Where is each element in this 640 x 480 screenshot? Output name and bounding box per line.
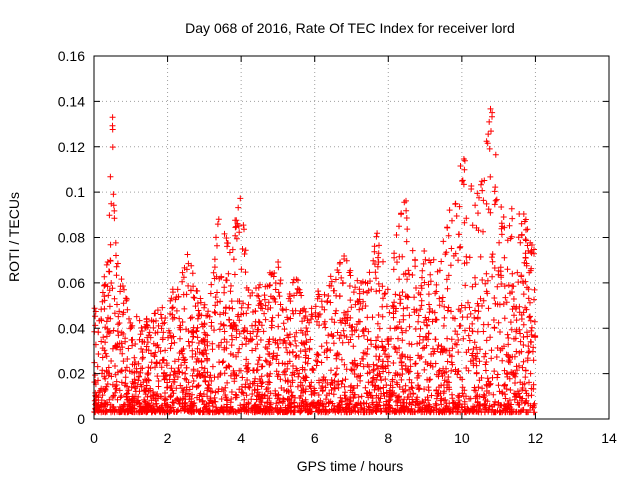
y-tick-label: 0.08	[58, 230, 85, 246]
x-tick-label: 12	[528, 430, 544, 446]
x-tick-label: 2	[164, 430, 172, 446]
plot-frame	[93, 55, 610, 420]
x-tick-label: 14	[601, 430, 617, 446]
x-tick-label: 4	[237, 430, 245, 446]
y-tick-label: 0.12	[58, 139, 85, 155]
y-tick-label: 0	[77, 411, 85, 427]
chart-title: Day 068 of 2016, Rate Of TEC Index for r…	[185, 20, 515, 36]
y-tick-label: 0.06	[58, 275, 85, 291]
y-axis-label: ROTI / TECUs	[6, 192, 22, 282]
y-tick-label: 0.14	[58, 93, 85, 109]
axis-ticks	[93, 55, 610, 420]
y-tick-label: 0.16	[58, 48, 85, 64]
y-tick-labels: 0 0.02 0.04 0.06 0.08 0.1 0.12 0.14 0.16	[58, 48, 85, 427]
y-tick-label: 0.02	[58, 366, 85, 382]
x-axis-label: GPS time / hours	[297, 458, 404, 474]
y-tick-label: 0.04	[58, 320, 85, 336]
grid	[94, 56, 609, 419]
x-tick-label: 0	[90, 430, 98, 446]
x-tick-labels: 0 2 4 6 8 10 12 14	[90, 430, 617, 446]
x-tick-label: 8	[384, 430, 392, 446]
scatter-markers	[91, 105, 539, 416]
y-tick-label: 0.1	[66, 184, 86, 200]
x-tick-label: 6	[311, 430, 319, 446]
data-points	[91, 105, 539, 416]
x-tick-label: 10	[454, 430, 470, 446]
